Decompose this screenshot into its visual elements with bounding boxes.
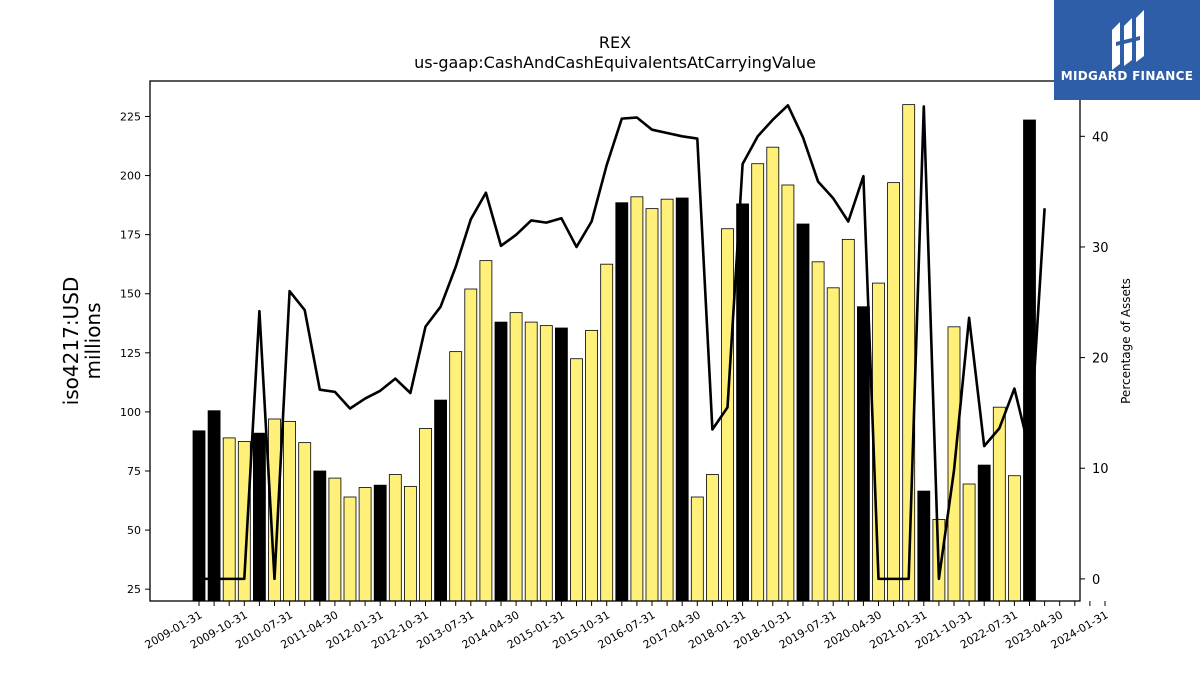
bar	[570, 358, 583, 602]
plot-frame	[149, 80, 1081, 602]
bar	[766, 146, 780, 602]
bar	[630, 196, 644, 602]
bar	[1023, 119, 1036, 602]
bar	[1008, 475, 1021, 602]
y-tick-label-left: 200	[120, 170, 141, 183]
brand-logo: MIDGARD FINANCE	[1054, 0, 1200, 100]
bar	[207, 410, 221, 602]
bar	[992, 406, 1006, 602]
y-tick-label-left: 225	[120, 110, 141, 123]
y-tick-label-right: 30	[1092, 241, 1109, 256]
logo-mark-icon	[1112, 10, 1144, 70]
y-tick-label-left: 75	[127, 465, 141, 478]
bar	[222, 437, 236, 602]
y-tick-label-right: 20	[1092, 352, 1109, 367]
chart-subtitle: us-gaap:CashAndCashEquivalentsAtCarrying…	[414, 53, 816, 72]
bar	[600, 263, 614, 602]
y-tick-label-right: 10	[1092, 462, 1109, 477]
bar	[464, 288, 478, 602]
y-tick-label-left: 150	[120, 288, 141, 301]
bar	[358, 487, 372, 602]
bar	[298, 442, 312, 602]
bar	[917, 490, 931, 602]
bar	[796, 223, 810, 602]
bar	[343, 496, 357, 602]
y-tick-label-left: 25	[127, 583, 141, 596]
bar	[811, 261, 825, 602]
bar	[539, 325, 553, 602]
bar	[328, 477, 342, 602]
bar	[690, 496, 704, 602]
bar	[736, 203, 749, 602]
y-axis-label-right: Percentage of Assets	[1119, 278, 1133, 404]
bar	[434, 399, 448, 602]
bar	[313, 470, 327, 602]
y-tick-label-left: 125	[120, 347, 141, 360]
y-tick-label-left: 100	[120, 406, 141, 419]
chart-title: REX	[599, 33, 631, 52]
y-axis-label-line: iso4217:USD	[59, 277, 83, 406]
bar	[373, 484, 387, 602]
bar	[403, 485, 417, 602]
y-tick-label-right: 40	[1092, 130, 1109, 145]
bar	[192, 430, 206, 602]
bar	[660, 198, 674, 602]
bar	[751, 163, 765, 602]
bar	[841, 238, 855, 602]
bar	[887, 182, 900, 602]
bar	[706, 474, 719, 602]
line-series	[199, 104, 1046, 581]
bar	[857, 306, 870, 602]
bar	[388, 474, 402, 602]
bar	[781, 184, 795, 602]
bar	[494, 321, 508, 602]
y-axis-label-line: millions	[81, 302, 105, 379]
bar	[962, 483, 976, 602]
bar	[585, 329, 598, 602]
bar	[902, 104, 916, 602]
bar	[449, 351, 463, 602]
bar	[252, 432, 266, 602]
bar	[509, 312, 523, 602]
y-tick-label-left: 50	[127, 524, 141, 537]
y-axis-right: 0 10 20 30 40	[1080, 130, 1109, 588]
y-axis-left: 25 50 75 100 125 150 175 200 225	[120, 110, 150, 596]
bar	[977, 464, 991, 602]
y-tick-label-right: 0	[1092, 573, 1100, 588]
y-tick-label-left: 175	[120, 229, 141, 242]
x-axis: 2009-01-312009-10-312010-07-312011-04-30…	[143, 601, 1111, 652]
bar	[479, 260, 493, 602]
bar	[419, 428, 432, 602]
bar	[826, 287, 840, 602]
bar	[524, 321, 538, 602]
line-series-path	[199, 104, 1046, 581]
bar	[645, 208, 659, 602]
y-axis-label-left: iso4217:USDmillions	[59, 277, 105, 406]
logo-text: MIDGARD FINANCE	[1060, 69, 1194, 83]
bar	[555, 327, 568, 602]
bar	[283, 420, 297, 602]
bar	[675, 197, 689, 602]
bar	[615, 202, 629, 602]
